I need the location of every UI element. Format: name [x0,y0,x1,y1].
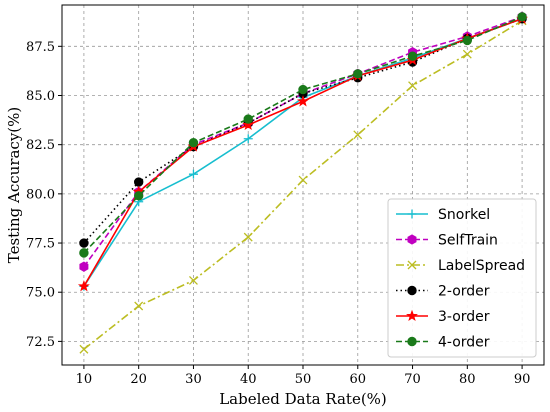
data-point [133,191,144,201]
legend-marker [407,285,417,296]
data-point [79,261,89,272]
data-point [298,84,308,95]
x-tick-label: 30 [185,372,202,387]
legend-marker [406,309,418,322]
data-point [188,138,199,148]
data-point [134,301,144,311]
legend-label: Snorkel [438,207,490,223]
data-point [188,169,198,179]
legend-entry: LabelSpread [396,258,525,274]
legend-marker [407,209,417,219]
data-point [79,238,89,248]
legend-label: 3-order [438,309,490,325]
data-point [517,12,527,22]
legend-label: 2-order [438,284,490,300]
legend-entry: SelfTrain [396,233,498,249]
data-point [133,177,144,187]
data-point [462,35,473,46]
legend-label: SelfTrain [438,233,498,249]
x-tick-label: 70 [404,372,421,387]
x-tick-label: 40 [240,372,257,387]
data-point [79,248,89,258]
x-tick-label: 20 [130,372,147,387]
series-layer [77,11,529,354]
data-point [243,232,253,242]
data-point [77,280,90,292]
legend-box [387,198,537,358]
legend-label: LabelSpread [438,258,525,274]
legend-entry: Snorkel [396,207,490,223]
x-tick-label: 10 [76,372,93,387]
ticks: 10 20 30 40 50 60 70 80 90 72.5 75.0 77.5 80.0 82.5 85… [26,40,530,387]
legend-label: 4-order [438,335,490,351]
y-tick-label: 77.5 [26,237,55,252]
data-point [79,344,89,354]
x-tick-label: 60 [349,372,366,387]
data-point [462,49,472,59]
y-tick-label: 72.5 [26,335,55,350]
legend-entry: 4-order [396,335,490,351]
series-labelspread [79,16,527,354]
legend-marker [407,234,417,245]
legend-entry: 2-order [396,284,490,300]
y-tick-label: 75.0 [26,286,55,301]
series-line [83,16,523,268]
legend-marker [407,260,417,270]
series-4-order [79,12,527,258]
legend: Snorkel SelfTrain LabelSpread 2-order 3-orde… [387,198,537,358]
y-tick-label: 82.5 [26,138,55,153]
y-tick-label: 80.0 [26,187,55,202]
data-point [243,114,253,124]
y-tick-label: 87.5 [26,40,55,55]
y-axis-title: Testing Accuracy(%) [5,107,23,264]
x-axis-title: Labeled Data Rate(%) [219,390,387,408]
legend-entry: 3-order [396,309,490,325]
data-point [242,118,255,131]
series-line [83,18,523,244]
data-point [297,95,309,107]
data-point [353,130,363,140]
data-point [407,51,418,61]
data-point [353,69,363,79]
x-tick-label: 90 [514,372,531,387]
series-line [83,16,523,254]
data-point [188,275,198,285]
data-point [298,175,308,185]
data-point [243,134,253,144]
y-tick-label: 85.0 [26,89,55,104]
legend-marker [407,336,417,347]
x-tick-label: 50 [295,372,312,387]
data-point [408,81,418,91]
x-tick-label: 80 [459,372,476,387]
